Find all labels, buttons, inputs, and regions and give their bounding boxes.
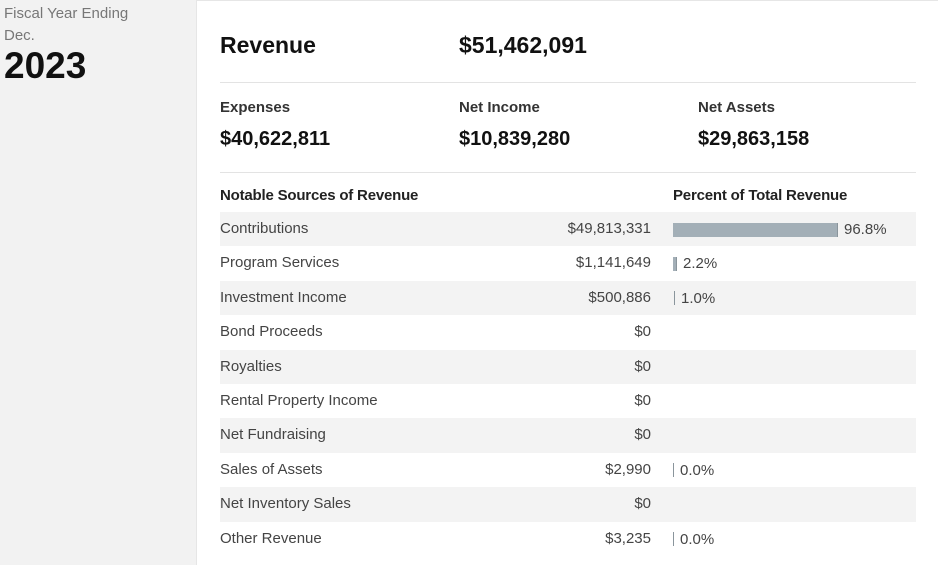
- percent-bar-group: 96.8%: [673, 221, 887, 238]
- revenue-source-amount: $2,990: [605, 460, 651, 478]
- revenue-sources-table: Contributions $49,813,331 96.8% Program Ser…: [220, 212, 916, 556]
- percent-label: 96.8%: [844, 221, 887, 238]
- revenue-source-amount: $0: [634, 323, 651, 341]
- divider: [220, 172, 916, 173]
- percent-bar-group: 1.0%: [673, 289, 716, 307]
- table-row: Other Revenue $3,235 0.0%: [220, 522, 916, 556]
- table-row: Program Services $1,141,649 2.2%: [220, 246, 916, 280]
- revenue-source-name: Other Revenue: [220, 529, 322, 547]
- revenue-source-amount: $49,813,331: [567, 220, 651, 237]
- revenue-value: $51,462,091: [459, 32, 587, 58]
- revenue-source-name: Net Inventory Sales: [220, 495, 351, 513]
- percent-bar: [673, 532, 674, 547]
- percent-bar-group: 0.0%: [673, 461, 715, 479]
- net-income-value: $10,839,280: [459, 128, 571, 150]
- revenue-source-name: Investment Income: [220, 288, 347, 306]
- table-row: Sales of Assets $2,990 0.0%: [220, 453, 916, 487]
- net-assets-value: $29,863,158: [698, 128, 810, 150]
- revenue-source-amount: $500,886: [588, 288, 651, 306]
- expenses-value: $40,622,811: [220, 128, 331, 150]
- revenue-label: Revenue: [220, 32, 316, 58]
- percent-label: 1.0%: [681, 289, 716, 307]
- table-row: Bond Proceeds $0: [220, 315, 916, 349]
- percent-label: 0.0%: [680, 530, 715, 548]
- percent-bar-group: 0.0%: [673, 530, 715, 548]
- table-row: Royalties $0: [220, 349, 916, 384]
- fiscal-year-panel: Fiscal Year Ending Dec. 2023: [0, 0, 196, 565]
- percent-bar: [673, 463, 674, 478]
- table-header-percent: Percent of Total Revenue: [673, 187, 848, 204]
- percent-bar: [673, 256, 677, 271]
- net-assets-label: Net Assets: [698, 99, 775, 116]
- percent-bar: [673, 222, 838, 237]
- percent-label: 2.2%: [683, 255, 718, 273]
- divider: [220, 82, 916, 83]
- table-row: Net Fundraising $0: [220, 418, 916, 453]
- revenue-source-name: Rental Property Income: [220, 391, 378, 409]
- table-row: Investment Income $500,886 1.0%: [220, 280, 916, 316]
- revenue-source-name: Royalties: [220, 357, 282, 375]
- table-header-source: Notable Sources of Revenue: [220, 187, 419, 204]
- revenue-source-amount: $0: [634, 357, 651, 375]
- fiscal-year-label: Fiscal Year Ending Dec.: [4, 5, 129, 44]
- revenue-source-amount: $1,141,649: [575, 254, 651, 272]
- revenue-source-name: Bond Proceeds: [220, 323, 323, 341]
- fiscal-year-value: 2023: [4, 45, 87, 86]
- percent-label: 0.0%: [680, 461, 715, 479]
- revenue-source-name: Net Fundraising: [220, 426, 326, 444]
- revenue-source-amount: $0: [634, 495, 651, 513]
- revenue-source-amount: $0: [634, 391, 651, 409]
- table-row: Rental Property Income $0: [220, 384, 916, 418]
- revenue-source-name: Sales of Assets: [220, 460, 323, 478]
- revenue-source-name: Program Services: [220, 254, 340, 272]
- percent-bar: [673, 291, 675, 306]
- percent-bar-group: 2.2%: [673, 255, 718, 273]
- table-row: Contributions $49,813,331 96.8%: [220, 212, 916, 247]
- table-row: Net Inventory Sales $0: [220, 487, 916, 522]
- financial-summary-card: Revenue $51,462,091 Expenses $40,622,811…: [196, 0, 938, 565]
- revenue-source-amount: $3,235: [605, 529, 651, 547]
- net-income-label: Net Income: [459, 99, 540, 116]
- expenses-label: Expenses: [220, 99, 291, 116]
- revenue-source-name: Contributions: [220, 220, 309, 237]
- revenue-source-amount: $0: [634, 426, 651, 444]
